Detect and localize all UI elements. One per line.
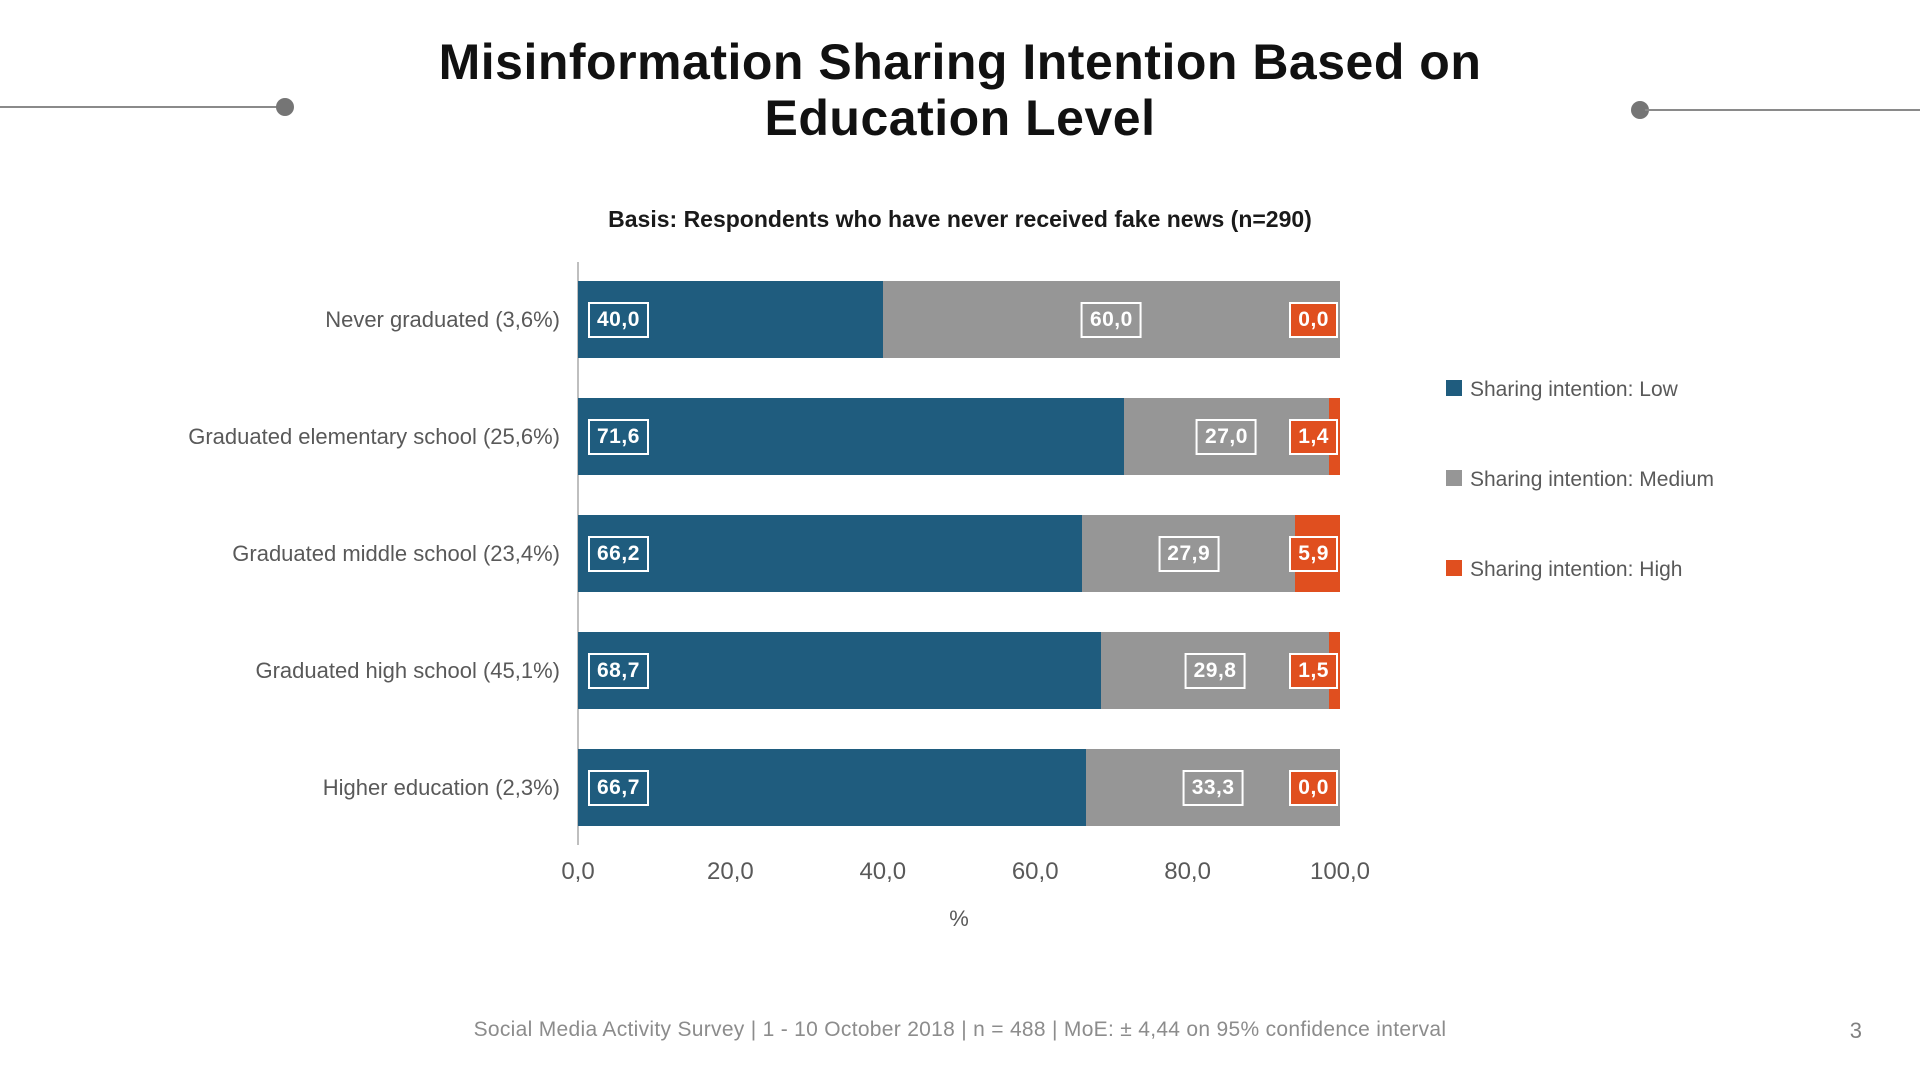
value-label-high: 0,0 [1289, 769, 1338, 806]
x-axis-title: % [949, 906, 969, 931]
legend-label-low: Sharing intention: Low [1470, 378, 1678, 401]
value-label-high: 1,4 [1289, 418, 1338, 455]
category-label: Graduated high school (45,1%) [255, 657, 560, 683]
category-label: Graduated middle school (23,4%) [232, 540, 560, 566]
slide-title-line2: Education Level [764, 90, 1156, 146]
x-axis-tick-label: 0,0 [561, 858, 595, 885]
bar-row: 66,7 33,3 0,0 [578, 749, 1340, 826]
legend-item-medium: Sharing intention: Medium [1446, 465, 1714, 495]
x-axis-tick-label: 40,0 [859, 858, 907, 885]
x-axis-tick-label: 20,0 [707, 858, 754, 885]
x-axis-tick-label: 80,0 [1164, 858, 1211, 885]
value-label-medium: 60,0 [1080, 301, 1142, 338]
value-label-low: 66,7 [588, 769, 649, 806]
value-label-high: 1,5 [1289, 652, 1338, 689]
legend-label-medium: Sharing intention: Medium [1470, 468, 1714, 491]
value-label-medium: 29,8 [1184, 652, 1246, 689]
footer-text: Social Media Activity Survey | 1 - 10 Oc… [473, 1018, 1447, 1041]
bar-row: 68,7 29,8 1,5 [578, 632, 1340, 709]
slide-title: Misinformation Sharing Intention Based o… [0, 34, 1920, 146]
value-label-low: 66,2 [588, 535, 649, 572]
bar-segment-low [578, 749, 1087, 826]
decorative-line-left [0, 106, 286, 108]
value-label-low: 68,7 [588, 652, 649, 689]
legend-item-high: Sharing intention: High [1446, 555, 1682, 585]
bar-segment-low [578, 515, 1083, 592]
chart-basis-subtitle: Basis: Respondents who have never receiv… [608, 206, 1312, 232]
decorative-dot-right [1631, 101, 1649, 119]
decorative-line-right [1645, 109, 1920, 111]
legend-swatch-high [1446, 560, 1462, 576]
category-label: Higher education (2,3%) [322, 774, 560, 800]
slide-title-line1: Misinformation Sharing Intention Based o… [438, 34, 1482, 90]
bar-row: 66,2 27,9 5,9 [578, 515, 1340, 592]
legend-label-high: Sharing intention: High [1470, 558, 1683, 581]
category-label: Never graduated (3,6%) [325, 306, 560, 332]
value-label-medium: 33,3 [1182, 769, 1244, 806]
bar-segment-low [578, 398, 1124, 475]
category-label: Graduated elementary school (25,6%) [188, 423, 560, 449]
value-label-high: 5,9 [1289, 535, 1338, 572]
value-label-medium: 27,9 [1158, 535, 1220, 572]
legend-swatch-low [1446, 380, 1462, 396]
value-label-high: 0,0 [1289, 301, 1338, 338]
decorative-dot-left [276, 98, 294, 116]
value-label-medium: 27,0 [1196, 418, 1257, 455]
bar-row: 40,0 60,0 0,0 [578, 281, 1340, 358]
legend-item-low: Sharing intention: Low [1446, 375, 1678, 405]
legend-swatch-medium [1446, 470, 1462, 486]
bar-segment-low [578, 632, 1102, 709]
value-label-low: 71,6 [588, 418, 649, 455]
value-label-low: 40,0 [588, 301, 649, 338]
x-axis-tick-label: 60,0 [1011, 858, 1059, 885]
page-number: 3 [1849, 1018, 1862, 1043]
x-axis-tick-label: 100,0 [1309, 858, 1371, 885]
bar-row: 71,6 27,0 1,4 [578, 398, 1340, 475]
